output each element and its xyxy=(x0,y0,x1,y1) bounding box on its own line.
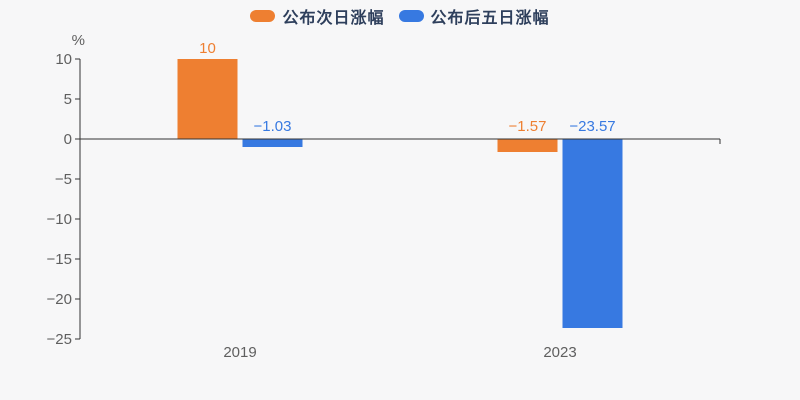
legend-label-next-day-change: 公布次日涨幅 xyxy=(282,10,385,27)
bar-series2-2023[interactable] xyxy=(562,139,623,328)
legend-swatch-blue xyxy=(398,10,424,22)
y-axis-tick-label: −20 xyxy=(47,291,72,308)
bar-value-label: −23.57 xyxy=(569,118,615,135)
y-axis-tick-label: −15 xyxy=(47,251,72,268)
legend-label-five-day-change: 公布后五日涨幅 xyxy=(430,10,550,27)
bar-value-label: 10 xyxy=(199,40,216,57)
bar-series1-2023[interactable] xyxy=(497,139,558,152)
bar-series2-2019[interactable] xyxy=(242,139,303,147)
y-axis-unit-label: % xyxy=(72,32,85,49)
chart-legend: 公布次日涨幅 公布后五日涨幅 xyxy=(0,5,800,27)
y-axis-tick-label: 5 xyxy=(64,91,72,108)
y-axis-tick-label: 10 xyxy=(55,51,72,68)
y-axis-tick-label: −25 xyxy=(47,331,72,348)
y-axis-tick-label: −5 xyxy=(55,171,72,188)
bar-series1-2019[interactable] xyxy=(177,59,238,139)
x-axis-category-label: 2019 xyxy=(223,344,256,361)
legend-swatch-orange xyxy=(250,10,276,22)
bar-value-label: −1.57 xyxy=(509,118,547,135)
x-axis-category-label: 2023 xyxy=(543,344,576,361)
y-axis-tick-label: 0 xyxy=(64,131,72,148)
bar-value-label: −1.03 xyxy=(254,118,292,135)
legend-item-next-day-change[interactable]: 公布次日涨幅 xyxy=(250,4,384,28)
y-axis-tick-label: −10 xyxy=(47,211,72,228)
legend-item-five-day-change[interactable]: 公布后五日涨幅 xyxy=(398,4,550,28)
